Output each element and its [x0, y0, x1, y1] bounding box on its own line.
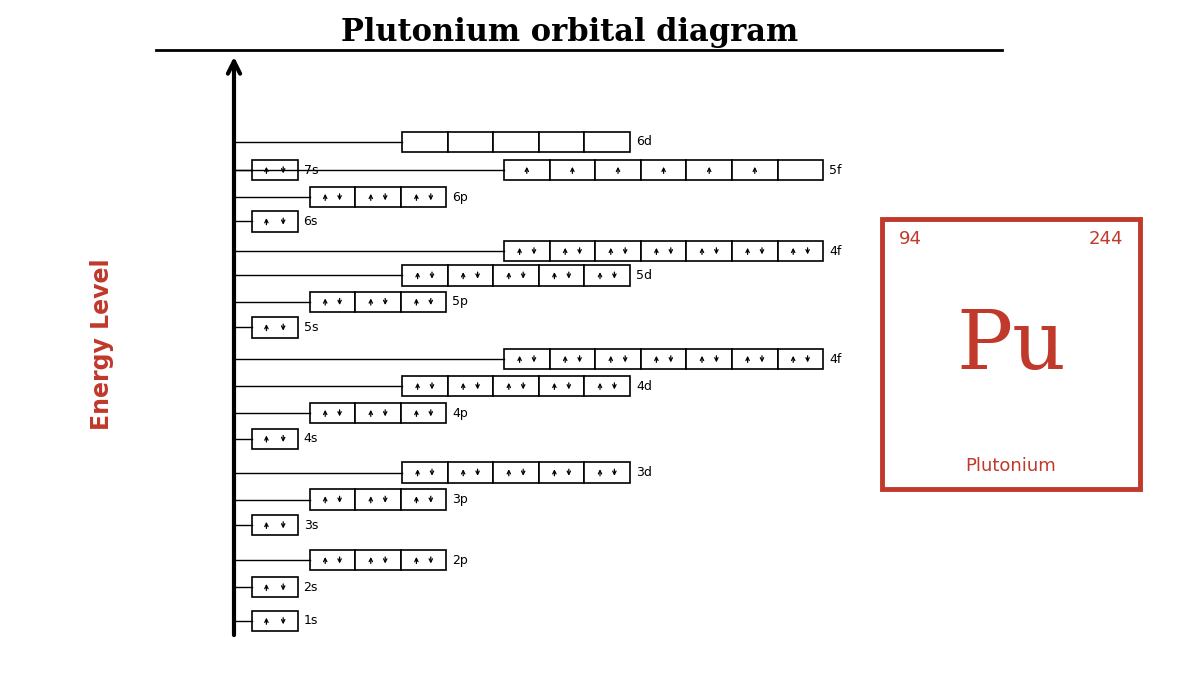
FancyBboxPatch shape — [402, 132, 448, 152]
FancyBboxPatch shape — [539, 376, 584, 396]
FancyBboxPatch shape — [355, 550, 401, 570]
FancyBboxPatch shape — [355, 489, 401, 510]
FancyBboxPatch shape — [550, 349, 595, 369]
FancyBboxPatch shape — [539, 462, 584, 483]
Text: 4d: 4d — [636, 379, 652, 393]
FancyBboxPatch shape — [252, 429, 298, 449]
FancyBboxPatch shape — [493, 132, 539, 152]
FancyBboxPatch shape — [252, 211, 298, 232]
FancyBboxPatch shape — [402, 462, 448, 483]
FancyBboxPatch shape — [595, 349, 641, 369]
Text: 4s: 4s — [304, 432, 318, 446]
Text: Pu: Pu — [956, 306, 1066, 386]
Text: 5f: 5f — [829, 163, 841, 177]
FancyBboxPatch shape — [504, 160, 550, 180]
Text: 5s: 5s — [304, 321, 318, 334]
Text: 4f: 4f — [829, 244, 841, 258]
FancyBboxPatch shape — [310, 187, 355, 207]
FancyBboxPatch shape — [641, 160, 686, 180]
FancyBboxPatch shape — [778, 160, 823, 180]
FancyBboxPatch shape — [310, 489, 355, 510]
FancyBboxPatch shape — [401, 489, 446, 510]
FancyBboxPatch shape — [584, 132, 630, 152]
FancyBboxPatch shape — [252, 160, 298, 180]
Text: Plutonium orbital diagram: Plutonium orbital diagram — [341, 17, 799, 48]
FancyBboxPatch shape — [310, 292, 355, 312]
FancyBboxPatch shape — [355, 292, 401, 312]
FancyBboxPatch shape — [539, 132, 584, 152]
FancyBboxPatch shape — [493, 265, 539, 286]
FancyBboxPatch shape — [641, 241, 686, 261]
FancyBboxPatch shape — [448, 462, 493, 483]
Text: 3d: 3d — [636, 466, 652, 479]
FancyBboxPatch shape — [252, 611, 298, 631]
FancyBboxPatch shape — [641, 349, 686, 369]
FancyBboxPatch shape — [310, 550, 355, 570]
FancyBboxPatch shape — [401, 187, 446, 207]
FancyBboxPatch shape — [252, 317, 298, 338]
FancyBboxPatch shape — [448, 265, 493, 286]
FancyBboxPatch shape — [401, 292, 446, 312]
FancyBboxPatch shape — [310, 403, 355, 423]
FancyBboxPatch shape — [355, 187, 401, 207]
Text: Plutonium: Plutonium — [966, 456, 1056, 475]
FancyBboxPatch shape — [584, 376, 630, 396]
Text: 94: 94 — [899, 230, 922, 248]
FancyBboxPatch shape — [584, 265, 630, 286]
Text: Energy Level: Energy Level — [90, 259, 114, 430]
FancyBboxPatch shape — [732, 241, 778, 261]
FancyBboxPatch shape — [493, 462, 539, 483]
Text: 6p: 6p — [452, 190, 468, 204]
FancyBboxPatch shape — [882, 219, 1140, 489]
FancyBboxPatch shape — [401, 403, 446, 423]
FancyBboxPatch shape — [550, 241, 595, 261]
FancyBboxPatch shape — [550, 160, 595, 180]
FancyBboxPatch shape — [504, 241, 550, 261]
Text: 4p: 4p — [452, 406, 468, 420]
Text: 6s: 6s — [304, 215, 318, 228]
Text: 2s: 2s — [304, 580, 318, 594]
FancyBboxPatch shape — [448, 132, 493, 152]
FancyBboxPatch shape — [686, 349, 732, 369]
Text: 4f: 4f — [829, 352, 841, 366]
FancyBboxPatch shape — [252, 515, 298, 535]
Text: 3p: 3p — [452, 493, 468, 506]
FancyBboxPatch shape — [778, 241, 823, 261]
FancyBboxPatch shape — [504, 349, 550, 369]
FancyBboxPatch shape — [448, 376, 493, 396]
FancyBboxPatch shape — [584, 462, 630, 483]
FancyBboxPatch shape — [686, 160, 732, 180]
Text: 244: 244 — [1088, 230, 1123, 248]
FancyBboxPatch shape — [493, 376, 539, 396]
Text: 6d: 6d — [636, 135, 652, 148]
FancyBboxPatch shape — [401, 550, 446, 570]
FancyBboxPatch shape — [686, 241, 732, 261]
Text: 7s: 7s — [304, 163, 318, 177]
FancyBboxPatch shape — [595, 241, 641, 261]
FancyBboxPatch shape — [355, 403, 401, 423]
FancyBboxPatch shape — [539, 265, 584, 286]
Text: 5p: 5p — [452, 295, 468, 308]
FancyBboxPatch shape — [402, 265, 448, 286]
FancyBboxPatch shape — [732, 160, 778, 180]
Text: 2p: 2p — [452, 554, 468, 567]
FancyBboxPatch shape — [778, 349, 823, 369]
Text: 3s: 3s — [304, 518, 318, 532]
FancyBboxPatch shape — [402, 376, 448, 396]
FancyBboxPatch shape — [252, 577, 298, 597]
Text: 1s: 1s — [304, 614, 318, 628]
FancyBboxPatch shape — [595, 160, 641, 180]
FancyBboxPatch shape — [732, 349, 778, 369]
Text: 5d: 5d — [636, 269, 652, 282]
